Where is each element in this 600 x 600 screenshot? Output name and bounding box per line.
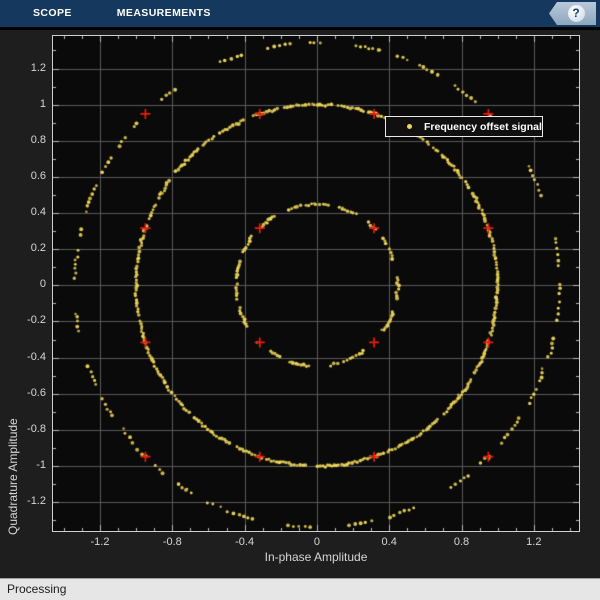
status-text: Processing bbox=[7, 582, 67, 596]
y-tick-label: 1 bbox=[39, 97, 46, 110]
toolstrip-divider bbox=[0, 27, 600, 30]
y-tick-label: 0.2 bbox=[30, 242, 46, 255]
y-tick-label: 0 bbox=[39, 278, 46, 291]
y-tick-label: -0.6 bbox=[27, 386, 46, 399]
legend[interactable]: Frequency offset signal bbox=[385, 116, 543, 137]
y-tick-label: 1.2 bbox=[30, 61, 46, 74]
y-tick-label: -0.2 bbox=[27, 314, 46, 327]
plot-area[interactable]: Frequency offset signal bbox=[52, 35, 580, 532]
legend-label: Frequency offset signal bbox=[424, 120, 542, 133]
y-tick-label: 0.8 bbox=[30, 133, 46, 146]
x-tick-label: -0.4 bbox=[235, 536, 255, 548]
legend-marker-dot bbox=[407, 124, 412, 129]
y-tick-label: -0.8 bbox=[27, 422, 46, 435]
y-tick-label: 0.6 bbox=[30, 169, 46, 182]
help-button[interactable]: ? bbox=[549, 2, 596, 25]
y-tick-label: -0.4 bbox=[27, 350, 46, 363]
x-tick-label: 1.2 bbox=[526, 536, 542, 548]
y-tick-label: 0.4 bbox=[30, 206, 46, 219]
y-tick-label: -1.2 bbox=[27, 495, 46, 508]
tab-scope[interactable]: SCOPE bbox=[33, 7, 72, 19]
x-axis-label: In-phase Amplitude bbox=[264, 550, 368, 564]
status-bar: Processing bbox=[0, 578, 600, 600]
x-tick-label: -1.2 bbox=[90, 536, 110, 548]
figure-area: Quadrature Amplitude Frequency offset si… bbox=[0, 30, 600, 578]
y-tick-label: -1 bbox=[36, 458, 46, 471]
x-tick-label: 0.4 bbox=[381, 536, 397, 548]
constellation-canvas[interactable] bbox=[53, 36, 579, 531]
toolstrip: SCOPE MEASUREMENTS ? bbox=[0, 0, 600, 27]
x-tick-label: 0 bbox=[313, 536, 320, 548]
x-tick-label: 0.8 bbox=[453, 536, 470, 548]
x-tick-label: -0.8 bbox=[162, 536, 182, 548]
tab-measurements[interactable]: MEASUREMENTS bbox=[116, 7, 211, 19]
help-icon: ? bbox=[567, 5, 585, 22]
